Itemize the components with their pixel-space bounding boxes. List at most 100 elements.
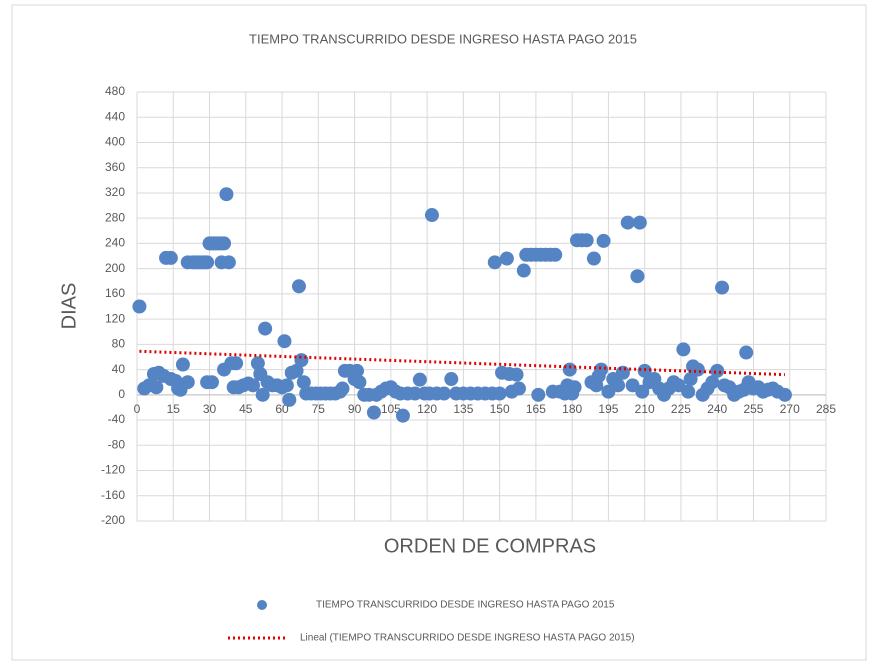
- legend-label: Lineal (TIEMPO TRANSCURRIDO DESDE INGRES…: [300, 633, 635, 644]
- x-tick-label: 135: [453, 402, 473, 416]
- point: [395, 408, 410, 423]
- point: [277, 334, 292, 349]
- legend-swatch: [257, 600, 267, 610]
- point: [204, 375, 219, 390]
- y-tick-label: -120: [101, 463, 125, 477]
- point: [294, 353, 309, 368]
- point: [335, 381, 350, 396]
- point: [516, 263, 531, 278]
- y-tick-label: -40: [108, 412, 126, 426]
- point: [229, 356, 244, 371]
- x-tick-label: 225: [671, 402, 691, 416]
- point: [509, 367, 524, 382]
- point: [567, 380, 582, 395]
- x-tick-label: 120: [417, 402, 437, 416]
- point: [282, 392, 297, 407]
- point: [531, 387, 546, 402]
- point: [632, 215, 647, 230]
- point: [499, 251, 514, 266]
- point: [596, 233, 611, 248]
- point: [586, 251, 601, 266]
- point: [349, 363, 364, 378]
- y-axis-title: DIAS: [58, 283, 80, 330]
- point: [594, 362, 609, 377]
- point: [258, 321, 273, 336]
- x-tick-label: 195: [598, 402, 618, 416]
- y-tick-label: -200: [101, 513, 125, 527]
- x-tick-label: 270: [780, 402, 800, 416]
- point: [611, 378, 626, 393]
- point: [562, 362, 577, 377]
- x-tick-label: 15: [167, 402, 181, 416]
- x-axis-title: ORDEN DE COMPRAS: [384, 535, 596, 557]
- point: [437, 386, 452, 401]
- y-tick-label: -80: [108, 437, 126, 451]
- y-tick-label: 400: [105, 135, 125, 149]
- point: [412, 372, 427, 387]
- point: [620, 215, 635, 230]
- y-tick-label: 360: [105, 160, 125, 174]
- y-tick-label: 0: [118, 387, 125, 401]
- point: [200, 255, 215, 270]
- x-tick-label: 90: [348, 402, 362, 416]
- legend-label: TIEMPO TRANSCURRIDO DESDE INGRESO HASTA …: [316, 600, 615, 611]
- point: [615, 365, 630, 380]
- x-tick-label: 255: [743, 402, 763, 416]
- y-tick-label: 200: [105, 261, 125, 275]
- y-tick-label: 240: [105, 236, 125, 250]
- y-tick-label: 280: [105, 210, 125, 224]
- point: [444, 372, 459, 387]
- point: [255, 387, 270, 402]
- x-tick-label: 240: [707, 402, 727, 416]
- point: [408, 386, 423, 401]
- x-tick-label: 105: [381, 402, 401, 416]
- x-tick-label: 75: [312, 402, 326, 416]
- point: [352, 375, 367, 390]
- x-tick-label: 180: [562, 402, 582, 416]
- point: [132, 299, 147, 314]
- point: [246, 378, 261, 393]
- point: [492, 386, 507, 401]
- point: [690, 362, 705, 377]
- chart-frame: [11, 4, 867, 661]
- chart-title: TIEMPO TRANSCURRIDO DESDE INGRESO HASTA …: [249, 31, 637, 46]
- x-tick-label: 165: [526, 402, 546, 416]
- x-tick-label: 45: [239, 402, 253, 416]
- point: [683, 372, 698, 387]
- point: [163, 250, 178, 265]
- point: [366, 405, 381, 420]
- point: [676, 342, 691, 357]
- point: [487, 255, 502, 270]
- point: [635, 384, 650, 399]
- y-tick-label: 120: [105, 311, 125, 325]
- y-tick-label: -160: [101, 488, 125, 502]
- point: [579, 233, 594, 248]
- point: [221, 255, 236, 270]
- x-tick-label: 285: [816, 402, 836, 416]
- point: [715, 280, 730, 295]
- x-tick-label: 30: [203, 402, 217, 416]
- point: [250, 356, 265, 371]
- point: [424, 208, 439, 223]
- x-tick-label: 210: [635, 402, 655, 416]
- point: [511, 381, 526, 396]
- point: [630, 269, 645, 284]
- y-tick-label: 80: [112, 337, 126, 351]
- y-tick-label: 320: [105, 185, 125, 199]
- y-tick-label: 440: [105, 109, 125, 123]
- point: [149, 380, 164, 395]
- x-tick-label: 0: [134, 402, 141, 416]
- y-tick-label: 160: [105, 286, 125, 300]
- y-tick-label: 480: [105, 84, 125, 98]
- point: [279, 378, 294, 393]
- point: [705, 375, 720, 390]
- point: [217, 236, 232, 251]
- point: [681, 384, 696, 399]
- point: [710, 363, 725, 378]
- point: [180, 375, 195, 390]
- point: [296, 375, 311, 390]
- point: [548, 247, 563, 262]
- x-tick-label: 150: [490, 402, 510, 416]
